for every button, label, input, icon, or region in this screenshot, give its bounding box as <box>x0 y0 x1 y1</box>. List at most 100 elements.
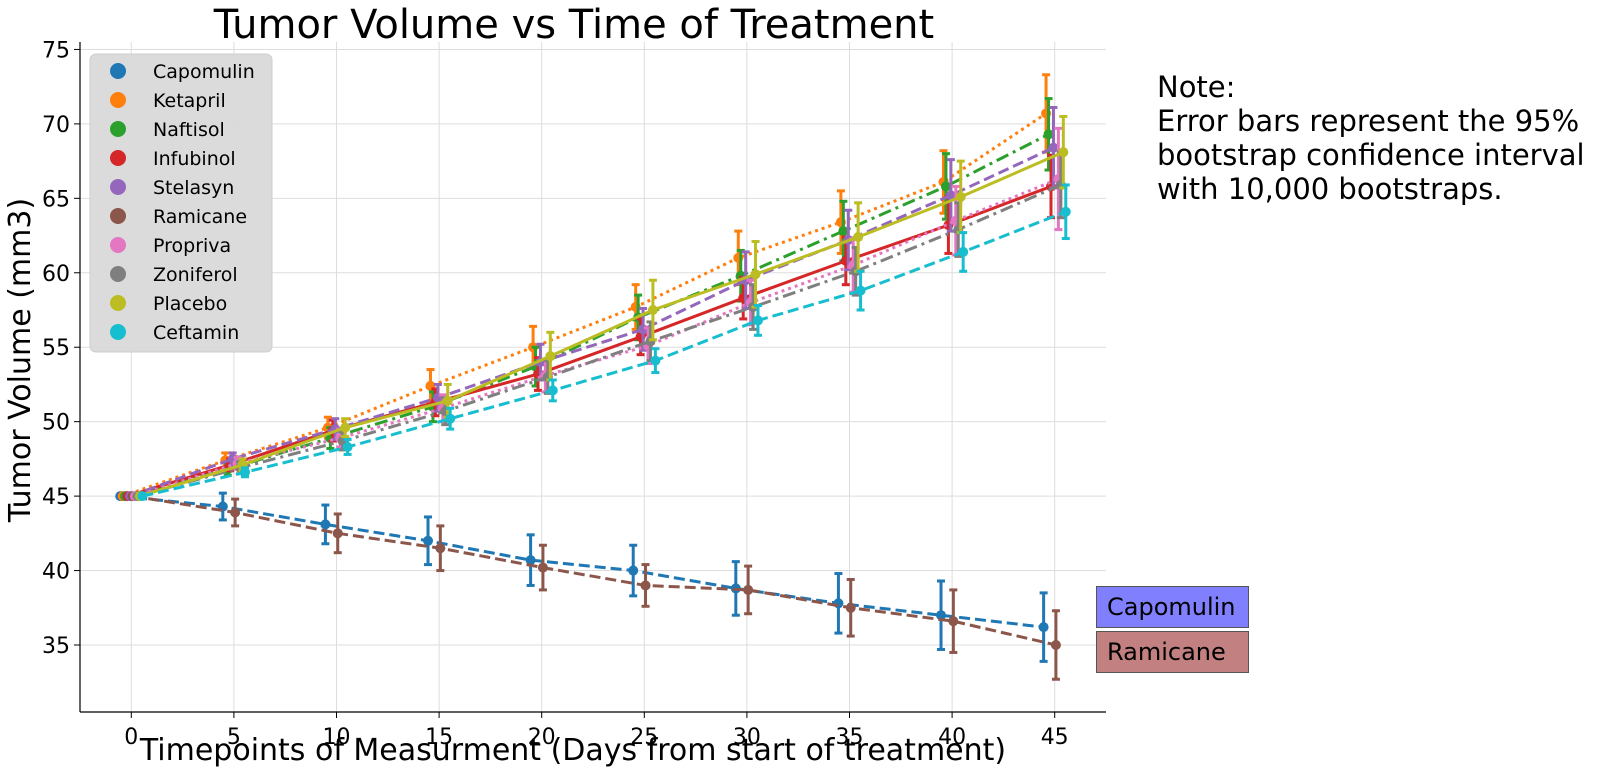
x-tick-label: 40 <box>938 725 966 750</box>
series-capomulin <box>115 491 1049 663</box>
legend-label: Ramicane <box>153 206 247 228</box>
legend-label: Ceftamin <box>153 322 239 344</box>
data-point <box>958 246 969 257</box>
y-tick-label: 50 <box>42 411 70 436</box>
data-point <box>853 232 864 243</box>
legend-marker <box>110 179 126 195</box>
data-point <box>855 285 866 296</box>
data-point <box>320 519 331 530</box>
axes: 0 5 10 15 20 25 30 35 40 45 35 40 45 50 55 60 65 70 75 <box>42 38 1106 750</box>
x-tick-label: 20 <box>528 725 556 750</box>
legend-label: Stelasyn <box>153 177 234 199</box>
legend-label: Zoniferol <box>153 264 238 286</box>
y-tick-label: 60 <box>42 262 70 287</box>
legend-marker <box>110 121 126 137</box>
legend-box <box>89 53 273 353</box>
capomulin-label-box: Capomulin <box>1096 586 1249 628</box>
legend-label: Placebo <box>153 293 227 315</box>
data-point <box>1038 622 1049 633</box>
series-line <box>122 112 1047 498</box>
data-point <box>442 395 453 406</box>
y-tick-label: 55 <box>42 336 70 361</box>
series-line <box>142 210 1067 498</box>
series-line <box>132 494 1057 647</box>
data-point <box>137 491 148 502</box>
data-point <box>936 610 947 621</box>
legend-marker <box>110 150 126 166</box>
data-point <box>547 385 558 396</box>
data-point <box>833 598 844 609</box>
data-point <box>435 543 446 554</box>
data-point <box>647 305 658 315</box>
y-tick-label: 70 <box>42 113 70 138</box>
legend-marker <box>110 208 126 224</box>
series-line <box>124 132 1050 498</box>
chart-title: Tumor Volume vs Time of Treatment <box>213 2 934 48</box>
x-tick-label: 10 <box>323 725 351 750</box>
data-point <box>752 315 763 326</box>
y-tick-label: 75 <box>42 38 70 63</box>
legend-marker <box>110 63 126 79</box>
error-bar-note: Note: Error bars represent the 95% boots… <box>1157 70 1585 206</box>
data-point <box>743 584 754 595</box>
legend-label: Ketapril <box>153 90 226 112</box>
series-line <box>137 183 1062 498</box>
data-point <box>525 555 536 566</box>
legend-label: Capomulin <box>153 61 255 83</box>
legend: Capomulin Ketapril Naftisol Infubinol Stelas… <box>89 53 273 353</box>
data-point <box>948 616 959 627</box>
data-point <box>1043 129 1054 140</box>
legend-label: Infubinol <box>153 148 236 170</box>
plot-area <box>115 73 1071 681</box>
legend-marker <box>110 237 126 253</box>
y-tick-label: 35 <box>42 634 70 659</box>
series-line <box>139 150 1064 498</box>
data-point <box>1060 206 1071 217</box>
legend-label: Naftisol <box>153 119 225 141</box>
ramicane-label-box: Ramicane <box>1096 631 1249 673</box>
data-point <box>230 507 241 518</box>
data-point <box>1050 640 1061 650</box>
data-point <box>545 351 556 362</box>
x-tick-label: 25 <box>630 725 658 750</box>
data-point <box>340 422 351 433</box>
x-axis-label: Timepoints of Measurment (Days from star… <box>139 733 1006 768</box>
data-point <box>332 528 343 539</box>
data-point <box>537 562 548 573</box>
data-point <box>640 580 651 591</box>
data-point <box>845 602 856 613</box>
y-tick-label: 40 <box>42 560 70 585</box>
data-point <box>940 181 951 192</box>
legend-label: Propriva <box>153 235 231 257</box>
series-line <box>127 185 1052 498</box>
series-line <box>129 146 1055 498</box>
data-point <box>445 413 456 424</box>
data-point <box>342 441 353 452</box>
series-line <box>120 494 1044 629</box>
x-tick-label: 35 <box>836 725 864 750</box>
data-point <box>838 226 849 237</box>
data-point <box>423 535 434 546</box>
x-tick-label: 30 <box>733 725 761 750</box>
x-tick-label: 0 <box>124 725 138 750</box>
legend-marker <box>110 92 126 108</box>
data-point <box>945 190 956 201</box>
x-tick-label: 15 <box>425 725 453 750</box>
data-point <box>628 565 639 576</box>
legend-marker <box>110 295 126 311</box>
data-point <box>1048 142 1059 153</box>
data-point <box>1058 147 1069 158</box>
y-axis-label: Tumor Volume (mm3) <box>3 198 38 523</box>
data-point <box>239 467 250 478</box>
x-tick-label: 5 <box>227 725 241 750</box>
legend-marker <box>110 324 126 340</box>
data-point <box>955 191 966 202</box>
series-ceftamin <box>137 183 1071 502</box>
series-ramicane <box>127 491 1061 681</box>
legend-marker <box>110 266 126 282</box>
y-tick-label: 45 <box>42 485 70 510</box>
series-placebo <box>134 114 1069 502</box>
y-tick-label: 65 <box>42 187 70 212</box>
grid <box>80 42 1106 712</box>
